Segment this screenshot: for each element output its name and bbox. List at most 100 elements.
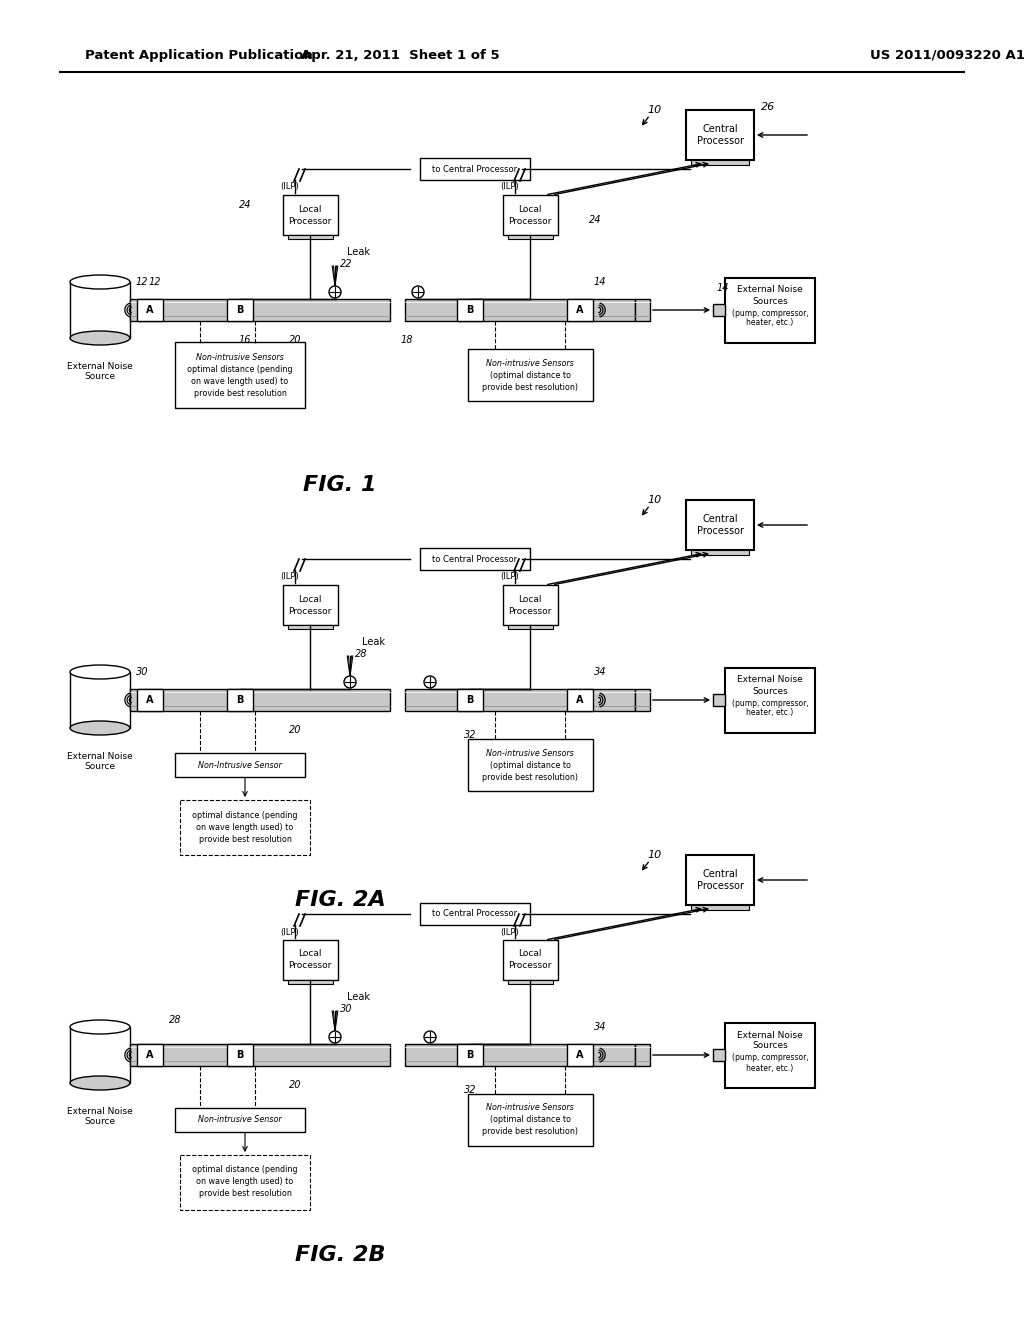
Text: 10: 10 xyxy=(648,495,663,506)
Text: FIG. 2B: FIG. 2B xyxy=(295,1245,385,1265)
Bar xyxy=(70,282,130,338)
Text: Sources: Sources xyxy=(752,686,787,696)
Text: 18: 18 xyxy=(400,335,414,345)
Text: Local: Local xyxy=(518,205,542,214)
Text: (ILP): (ILP) xyxy=(501,182,519,191)
Bar xyxy=(70,672,130,729)
Text: (pump, compressor,: (pump, compressor, xyxy=(731,309,808,318)
Text: to Central Processor: to Central Processor xyxy=(432,165,517,173)
Text: 32: 32 xyxy=(464,1085,476,1096)
Text: 20: 20 xyxy=(289,725,301,735)
Text: External Noise: External Noise xyxy=(737,676,803,685)
Bar xyxy=(503,940,557,979)
Text: Central: Central xyxy=(702,869,738,879)
Text: to Central Processor: to Central Processor xyxy=(432,909,517,919)
Text: Patent Application Publication: Patent Application Publication xyxy=(85,49,312,62)
Text: 28: 28 xyxy=(169,1015,181,1026)
Text: on wave length used) to: on wave length used) to xyxy=(191,376,289,385)
Text: Apr. 21, 2011  Sheet 1 of 5: Apr. 21, 2011 Sheet 1 of 5 xyxy=(301,49,500,62)
Bar xyxy=(503,195,557,235)
Bar xyxy=(227,689,253,711)
Bar xyxy=(713,694,725,706)
Text: heater, etc.): heater, etc.) xyxy=(746,709,794,718)
Text: Processor: Processor xyxy=(289,961,332,970)
Bar xyxy=(175,342,305,408)
Text: (ILP): (ILP) xyxy=(281,573,299,582)
Ellipse shape xyxy=(70,721,130,735)
Bar xyxy=(137,1044,163,1067)
Bar xyxy=(635,689,650,711)
Text: Non-intrusive Sensors: Non-intrusive Sensors xyxy=(486,748,573,758)
Bar xyxy=(468,739,593,791)
Text: provide best resolution: provide best resolution xyxy=(199,1189,292,1199)
Text: 10: 10 xyxy=(648,106,663,115)
Text: 30: 30 xyxy=(340,1005,352,1014)
Text: A: A xyxy=(146,1049,154,1060)
Text: on wave length used) to: on wave length used) to xyxy=(197,822,294,832)
Text: Processor: Processor xyxy=(289,606,332,615)
Text: Local: Local xyxy=(298,949,322,958)
Text: (ILP): (ILP) xyxy=(501,928,519,936)
Bar xyxy=(283,940,338,979)
Text: Processor: Processor xyxy=(508,606,552,615)
Ellipse shape xyxy=(70,275,130,289)
Ellipse shape xyxy=(70,331,130,345)
Text: Processor: Processor xyxy=(508,216,552,226)
Text: optimal distance (pending: optimal distance (pending xyxy=(193,810,298,820)
Text: 20: 20 xyxy=(289,335,301,345)
Text: provide best resolution: provide best resolution xyxy=(199,834,292,843)
Text: A: A xyxy=(146,696,154,705)
Text: (ILP): (ILP) xyxy=(281,182,299,191)
Bar xyxy=(406,1044,635,1067)
Bar xyxy=(503,585,557,624)
Circle shape xyxy=(412,286,424,298)
Text: optimal distance (pending: optimal distance (pending xyxy=(187,364,293,374)
Circle shape xyxy=(329,1031,341,1043)
Bar xyxy=(691,160,749,165)
Bar xyxy=(468,1094,593,1146)
Text: Non-intrusive Sensor: Non-intrusive Sensor xyxy=(199,1115,282,1125)
Text: 14: 14 xyxy=(717,282,729,293)
Text: 20: 20 xyxy=(289,1080,301,1090)
Text: Local: Local xyxy=(518,949,542,958)
Bar xyxy=(725,277,815,342)
Text: A: A xyxy=(146,305,154,315)
Text: FIG. 1: FIG. 1 xyxy=(303,475,377,495)
Text: Leak: Leak xyxy=(347,247,370,257)
Text: Leak: Leak xyxy=(347,993,370,1002)
Bar xyxy=(457,689,483,711)
Text: Leak: Leak xyxy=(362,638,385,647)
Bar xyxy=(713,1049,725,1061)
Bar xyxy=(691,906,749,909)
Text: (pump, compressor,: (pump, compressor, xyxy=(731,1053,808,1063)
Bar xyxy=(283,195,338,235)
Text: provide best resolution): provide best resolution) xyxy=(482,383,578,392)
Text: (pump, compressor,: (pump, compressor, xyxy=(731,698,808,708)
Circle shape xyxy=(329,286,341,298)
Bar xyxy=(635,1044,650,1067)
Bar xyxy=(406,689,635,711)
Text: 16: 16 xyxy=(239,335,251,345)
Bar xyxy=(691,550,749,554)
Bar xyxy=(283,585,338,624)
Text: External Noise: External Noise xyxy=(737,1031,803,1040)
Text: 32: 32 xyxy=(464,730,476,741)
Text: Processor: Processor xyxy=(289,216,332,226)
Text: 12: 12 xyxy=(148,277,161,286)
Text: B: B xyxy=(237,305,244,315)
Bar xyxy=(137,689,163,711)
Bar xyxy=(457,1044,483,1067)
Text: Processor: Processor xyxy=(696,880,743,891)
Bar xyxy=(180,1155,310,1210)
Text: 14: 14 xyxy=(594,277,606,286)
Bar xyxy=(420,158,530,180)
Text: Local: Local xyxy=(298,594,322,603)
Text: Central: Central xyxy=(702,124,738,135)
Bar xyxy=(130,689,390,711)
Text: provide best resolution: provide best resolution xyxy=(194,388,287,397)
Text: 24: 24 xyxy=(239,201,251,210)
Bar xyxy=(567,689,593,711)
Text: US 2011/0093220 A1: US 2011/0093220 A1 xyxy=(870,49,1024,62)
Text: Central: Central xyxy=(702,513,738,524)
Text: Non-intrusive Sensors: Non-intrusive Sensors xyxy=(197,352,284,362)
